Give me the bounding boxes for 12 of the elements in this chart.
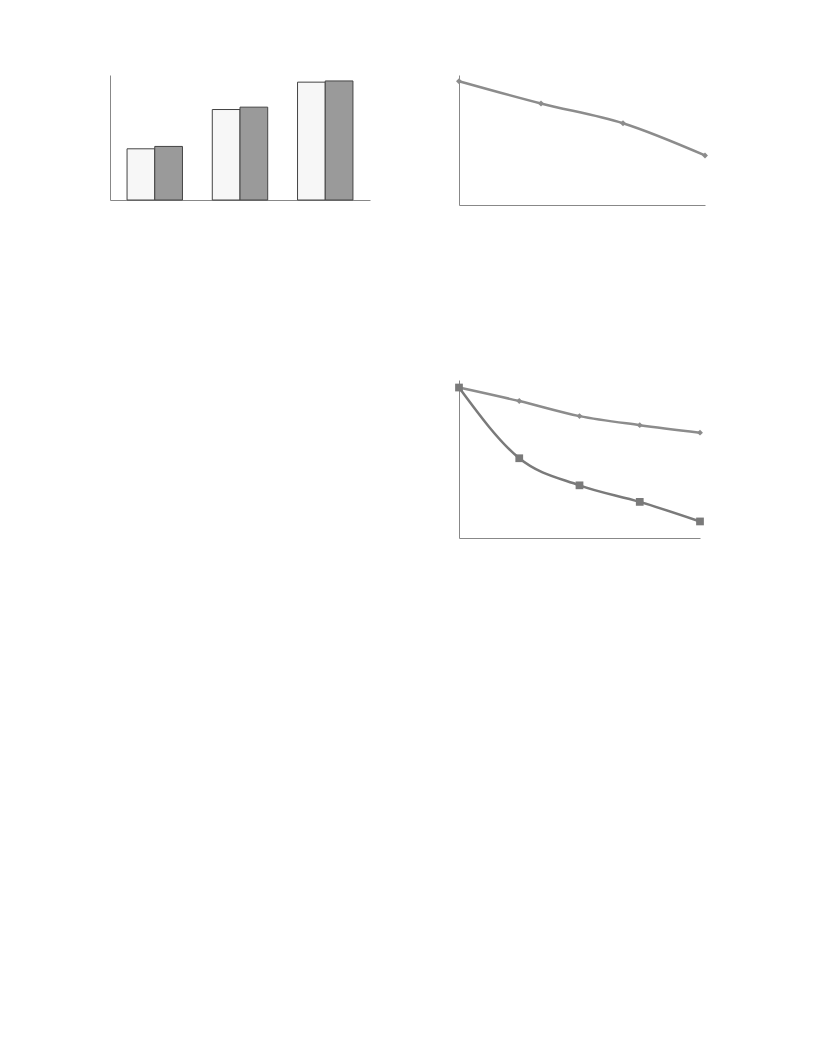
point: [456, 78, 462, 85]
point: [516, 398, 523, 405]
point: [635, 498, 644, 506]
point: [515, 454, 524, 463]
point: [702, 152, 708, 159]
point: [696, 517, 704, 526]
point: [697, 429, 703, 436]
point: [575, 481, 584, 490]
point: [620, 120, 626, 127]
point: [636, 422, 643, 429]
point: [576, 413, 583, 420]
point: [538, 100, 544, 107]
